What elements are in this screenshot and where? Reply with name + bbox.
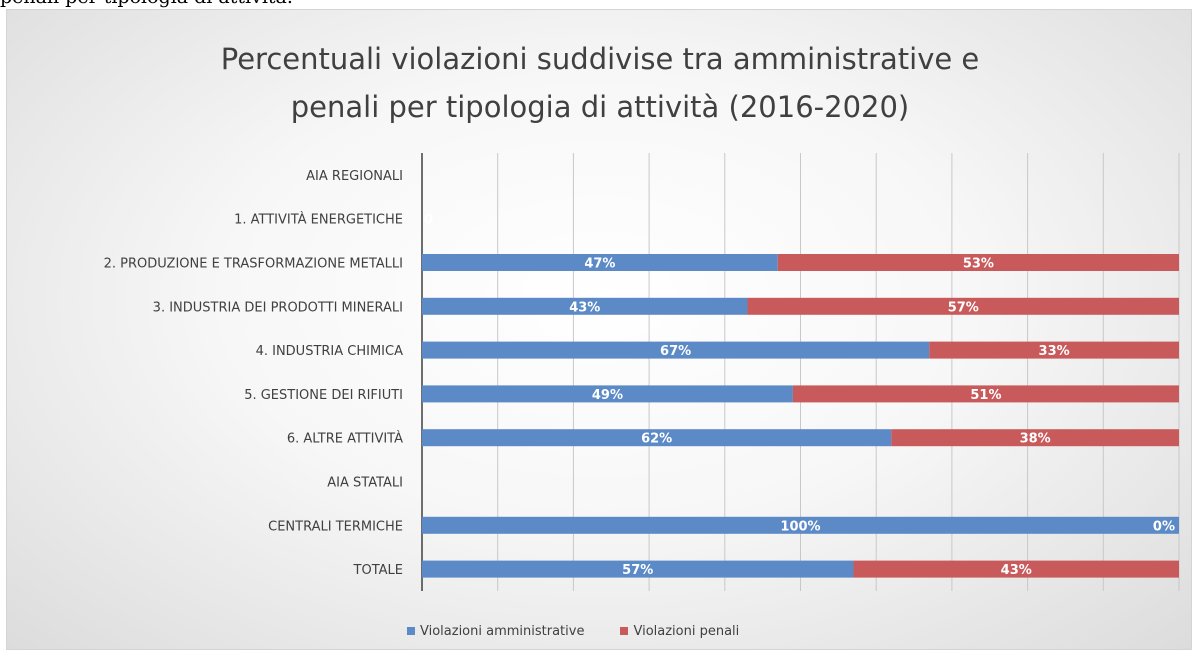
legend-item-penali: Violazioni penali xyxy=(620,624,739,639)
category-label: 1. ATTIVITÀ ENERGETICHE xyxy=(234,212,403,228)
category-label: 3. INDUSTRIA DEI PRODOTTI MINERALI xyxy=(153,300,403,315)
category-label: 5. GESTIONE DEI RIFIUTI xyxy=(244,388,403,403)
bar-segment xyxy=(422,429,892,447)
category-label: 4. INDUSTRIA CHIMICA xyxy=(256,344,404,359)
category-label: 2. PRODUZIONE E TRASFORMAZIONE METALLI xyxy=(104,257,403,272)
data-label: 53% xyxy=(963,257,994,272)
data-label: 0 xyxy=(424,213,433,228)
bar-segment xyxy=(853,560,1179,578)
legend-item-amministrative: Violazioni amministrative xyxy=(407,624,584,639)
bar-segment xyxy=(422,385,793,403)
bar-segment xyxy=(891,429,1179,447)
data-label: 33% xyxy=(1039,344,1070,359)
data-label: 100% xyxy=(780,519,820,534)
data-label: 49% xyxy=(592,388,623,403)
bar-segment xyxy=(422,297,748,315)
stacked-bar-chart: Percentuali violazioni suddivise tra amm… xyxy=(104,42,1180,591)
legend-swatch-amministrative xyxy=(407,627,415,635)
data-label: 0% xyxy=(1153,519,1175,534)
data-label: 38% xyxy=(1020,432,1051,447)
data-label: 62% xyxy=(641,432,672,447)
data-label: 51% xyxy=(970,388,1001,403)
legend: Violazioni amministrative Violazioni pen… xyxy=(407,621,739,641)
legend-label-amministrative: Violazioni amministrative xyxy=(420,623,585,639)
bar-segment xyxy=(422,560,854,578)
bar-segment xyxy=(422,516,1179,534)
category-label: 6. ALTRE ATTIVITÀ xyxy=(287,431,403,447)
legend-swatch-penali xyxy=(620,627,629,635)
bar-segment xyxy=(422,254,778,271)
data-label: 43% xyxy=(569,300,600,315)
category-label: AIA REGIONALI xyxy=(306,169,403,184)
bar-segment xyxy=(777,254,1179,271)
data-label: 57% xyxy=(948,300,979,315)
bar-segment xyxy=(422,341,930,359)
bar-segment xyxy=(792,385,1179,403)
data-label: 43% xyxy=(1001,563,1032,578)
page-text-fragment: penali per tipologia di attività. xyxy=(0,0,1197,8)
bar-segment xyxy=(747,297,1179,315)
bars xyxy=(422,254,1179,578)
category-label: TOTALE xyxy=(353,563,403,578)
category-labels: AIA REGIONALI 1. ATTIVITÀ ENERGETICHE 2. P… xyxy=(104,169,403,578)
data-label: 47% xyxy=(584,257,615,272)
chart-title-line-2: penali per tipologia di attività (2016-2… xyxy=(291,90,910,124)
data-label: 67% xyxy=(660,344,691,359)
bar-segment xyxy=(929,341,1179,359)
chart-title-line-1: Percentuali violazioni suddivise tra amm… xyxy=(221,42,980,76)
chart-area: Percentuali violazioni suddivise tra amm… xyxy=(6,9,1192,650)
category-label: CENTRALI TERMICHE xyxy=(268,519,403,534)
data-labels: 0 47% 53% 43% 57% 67% 33% 49% 51% 62% 38% 100% 0% 57%… xyxy=(424,213,1175,578)
legend-label-penali: Violazioni penali xyxy=(633,623,740,639)
data-label: 57% xyxy=(622,563,653,578)
category-label: AIA STATALI xyxy=(327,476,403,491)
